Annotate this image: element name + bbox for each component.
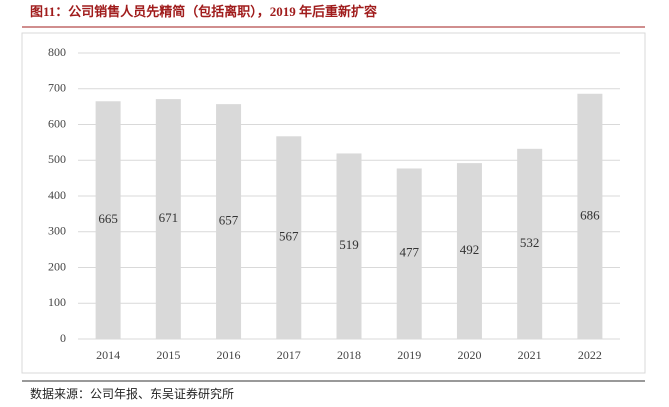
bar xyxy=(155,99,181,340)
data-label: 671 xyxy=(159,210,179,225)
y-tick-label: 300 xyxy=(48,224,66,238)
y-tick-label: 100 xyxy=(48,295,66,309)
y-tick-label: 700 xyxy=(48,81,66,95)
bar xyxy=(95,101,121,339)
bar xyxy=(276,136,302,339)
x-tick-label: 2018 xyxy=(337,348,361,362)
y-tick-label: 800 xyxy=(48,45,66,59)
x-tick-label: 2015 xyxy=(156,348,180,362)
x-tick-label: 2021 xyxy=(518,348,542,362)
y-tick-label: 500 xyxy=(48,152,66,166)
data-label: 665 xyxy=(98,211,118,226)
bar xyxy=(577,93,603,339)
y-tick-label: 400 xyxy=(48,188,66,202)
bar xyxy=(336,153,362,339)
bar xyxy=(216,104,242,339)
data-label: 567 xyxy=(279,229,299,244)
bar xyxy=(517,148,543,339)
bar xyxy=(396,168,422,339)
data-label: 519 xyxy=(339,237,359,252)
x-tick-label: 2016 xyxy=(217,348,241,362)
chart-title: 图11：公司销售人员先精简（包括离职），2019 年后重新扩容 xyxy=(30,4,377,19)
bar xyxy=(456,163,482,339)
data-label: 657 xyxy=(219,213,239,228)
source: 数据来源：公司年报、东吴证券研究所 xyxy=(30,386,234,401)
x-tick-label: 2020 xyxy=(457,348,481,362)
x-tick-label: 2017 xyxy=(277,348,301,362)
y-tick-label: 600 xyxy=(48,116,66,130)
data-label: 532 xyxy=(520,235,540,250)
chart-frame xyxy=(21,32,646,374)
x-tick-label: 2022 xyxy=(578,348,602,362)
x-tick-label: 2014 xyxy=(96,348,120,362)
data-label: 477 xyxy=(399,245,419,260)
data-label: 686 xyxy=(580,207,600,222)
y-tick-label: 200 xyxy=(48,259,66,273)
data-label: 492 xyxy=(460,242,480,257)
y-tick-label: 0 xyxy=(60,331,66,345)
x-tick-label: 2019 xyxy=(397,348,421,362)
